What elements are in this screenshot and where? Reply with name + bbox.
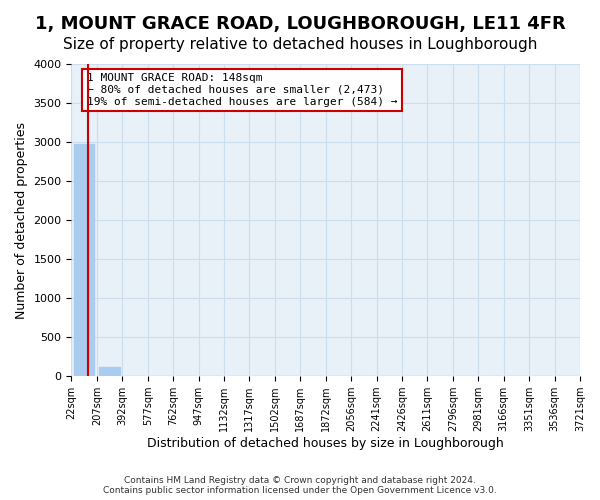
Text: Contains HM Land Registry data © Crown copyright and database right 2024.
Contai: Contains HM Land Registry data © Crown c… xyxy=(103,476,497,495)
Text: 1, MOUNT GRACE ROAD, LOUGHBOROUGH, LE11 4FR: 1, MOUNT GRACE ROAD, LOUGHBOROUGH, LE11 … xyxy=(35,15,565,33)
Text: Size of property relative to detached houses in Loughborough: Size of property relative to detached ho… xyxy=(63,38,537,52)
Text: 1 MOUNT GRACE ROAD: 148sqm
← 80% of detached houses are smaller (2,473)
19% of s: 1 MOUNT GRACE ROAD: 148sqm ← 80% of deta… xyxy=(86,74,397,106)
Bar xyxy=(74,144,94,376)
Bar xyxy=(100,367,120,376)
Y-axis label: Number of detached properties: Number of detached properties xyxy=(15,122,28,318)
X-axis label: Distribution of detached houses by size in Loughborough: Distribution of detached houses by size … xyxy=(148,437,504,450)
